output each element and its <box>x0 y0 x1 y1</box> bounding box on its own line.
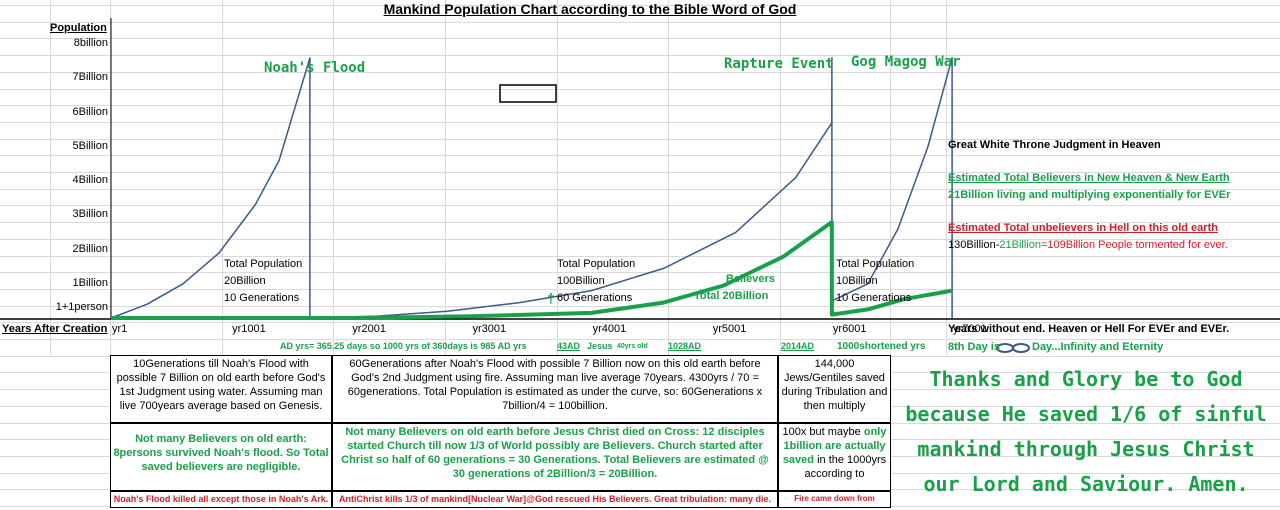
noahs-flood-label: Noah's Flood <box>264 60 366 76</box>
x-tick-label: yr7001 <box>953 323 987 335</box>
x-axis-title: Years After Creation <box>2 323 108 335</box>
eighth-day-a: 8th Day is <box>948 341 1000 353</box>
x-tick-label: yr1001 <box>232 323 266 335</box>
y-tick-label: 5Billion <box>72 139 108 152</box>
tp1-line1: Total Population <box>224 258 303 270</box>
c3-mid-c: in the 1000yrs according to <box>804 454 887 480</box>
c3-mid-a: 100x but maybe <box>782 426 864 438</box>
empty-box <box>499 84 557 103</box>
series-line-population-1 <box>309 57 833 319</box>
table-cell-c3-top: 144,000 Jews/Gentiles saved during Tribu… <box>778 355 891 423</box>
tp2-line2: 100Billion <box>557 275 605 287</box>
etu-text: 130Billion-21Billion=109Billion People t… <box>948 239 1228 251</box>
x-tick-label: yr4001 <box>592 323 627 335</box>
series-layer <box>110 57 953 320</box>
table-cell-c3-mid: 100x but maybe only 1billion are actuall… <box>778 423 891 491</box>
tp3-line2: 10Billion <box>836 275 878 287</box>
x-tick-label: yr3001 <box>472 323 507 335</box>
chart-title: Mankind Population Chart according to th… <box>383 1 797 17</box>
believers-label: Believers <box>726 273 775 285</box>
y-tick-label: 1Billion <box>72 276 108 289</box>
y-tick-label: 3Billion <box>72 208 108 221</box>
infinity-icon <box>996 343 1030 353</box>
jesus-label: Jesus <box>587 341 613 351</box>
total-pop-2: Total Population 100Billion 60 Generatio… <box>557 256 635 307</box>
y-tick-label: 2Billion <box>72 242 108 255</box>
total-pop-3: Total Population 10Billion 10 Generation… <box>836 256 914 307</box>
ad1028-label: 1028AD <box>668 341 702 351</box>
etu-b: 21Billion <box>999 239 1041 251</box>
table-cell-c2-mid: Not many Believers on old earth before J… <box>332 423 778 491</box>
etb-title: Estimated Total Believers in New Heaven … <box>948 172 1230 184</box>
table-cell-c1-bot: Noah's Flood killed all except those in … <box>110 491 332 508</box>
series-line-believers-0 <box>111 220 953 320</box>
tp3-line1: Total Population <box>836 258 915 270</box>
etb-text: 21Billion living and multiplying exponen… <box>948 189 1231 201</box>
y-tick-label: 1+1person <box>55 300 108 313</box>
believers-total-label: Total 20Billion <box>694 290 769 302</box>
tp2-line1: Total Population <box>557 258 636 270</box>
ad43-label: 43AD <box>557 341 581 351</box>
ad2014-label: 2014AD <box>781 341 815 351</box>
thanks-text: Thanks and Glory be to God because He sa… <box>905 367 1267 496</box>
gog-magog-label: Gog Magog War <box>851 54 961 70</box>
x-tick-label: yr1 <box>112 323 128 335</box>
cross-icon: † <box>547 290 555 306</box>
y-tick-label: 8billion <box>73 37 108 50</box>
x-tick-label: yr2001 <box>352 323 386 335</box>
y-axis-title: Population <box>50 22 107 34</box>
yrs-old-label: 40yrs old <box>617 343 648 350</box>
ad-note: AD yrs= 365.25 days so 1000 yrs of 360da… <box>280 341 527 351</box>
tp1-line2: 20Billion <box>224 275 266 287</box>
series-line-population-0 <box>110 57 311 319</box>
etu-a: 130Billion- <box>948 239 1000 251</box>
x-tick-label: yr5001 <box>712 323 747 335</box>
tp1-line3: 10 Generations <box>224 292 300 304</box>
total-pop-1: Total Population 20Billion 10 Generation… <box>224 256 302 307</box>
rapture-event-label: Rapture Event <box>724 56 834 72</box>
table-cell-c1-top: 10Generations till Noah's Flood with pos… <box>110 355 332 423</box>
tp3-line3: 10 Generations <box>836 292 912 304</box>
y-tick-label: 7Billion <box>72 71 108 84</box>
etu-title: Estimated Total unbelievers in Hell on t… <box>948 222 1218 234</box>
tp2-line3: 60 Generations <box>557 292 633 304</box>
table-cell-c2-top: 60Generations after Noah's Flood with po… <box>332 355 778 423</box>
table-cell-c2-bot: AntiChrist kills 1/3 of mankind[Nuclear … <box>332 491 778 508</box>
shortened-label: 1000shortened yrs <box>837 341 926 352</box>
table-cell-c3-bot: Fire came down from heaven <box>778 491 891 508</box>
axes <box>0 18 1280 320</box>
y-tick-label: 6Billion <box>72 105 108 118</box>
x-end-label: Years without end. Heaven or Hell For EV… <box>948 323 1230 335</box>
etu-c: =109Billion People tormented for ever. <box>1040 239 1228 251</box>
gwt-label: Great White Throne Judgment in Heaven <box>948 139 1161 151</box>
y-tick-label: 4Billion <box>72 174 108 187</box>
c3-mid-b: only 1billion are actually saved <box>782 426 887 466</box>
table-cell-c1-mid: Not many Believers on old earth: 8person… <box>110 423 332 491</box>
x-tick-label: yr6001 <box>832 323 867 335</box>
eighth-day-b: Day...Infinity and Eternity <box>1032 341 1164 353</box>
series-line-population-2 <box>831 57 953 318</box>
